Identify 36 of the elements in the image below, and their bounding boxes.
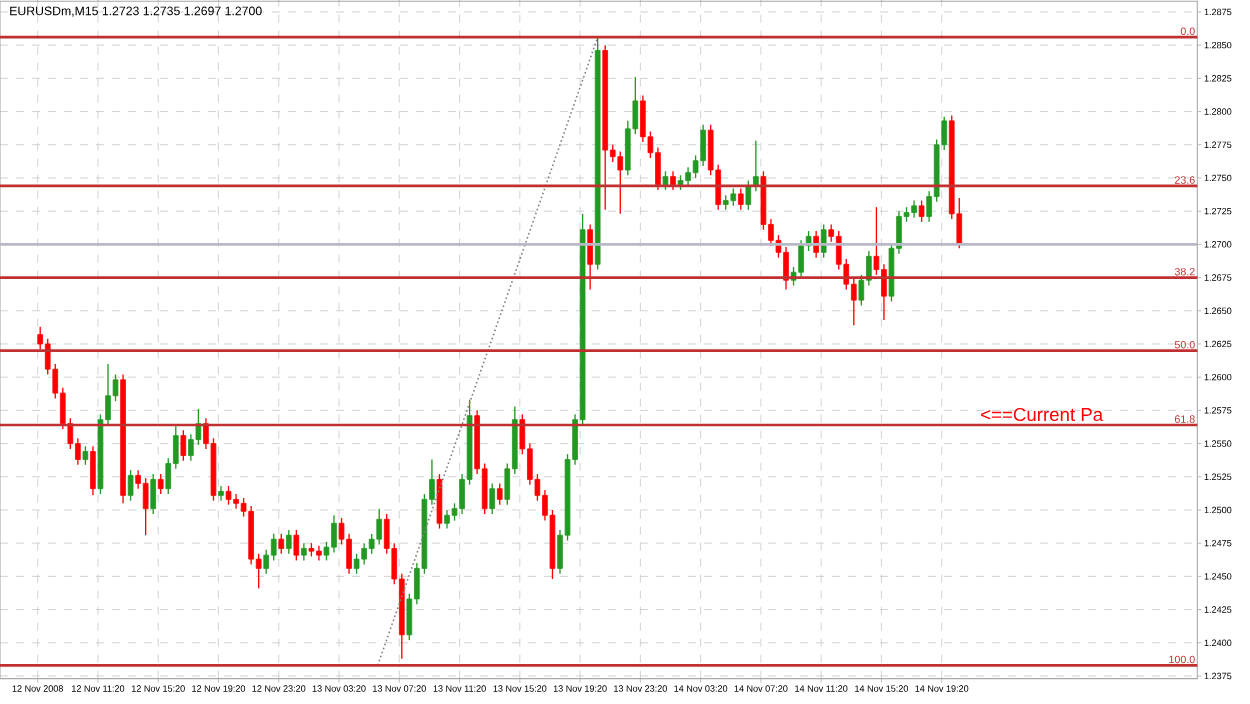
candlestick [278,533,285,555]
candlestick [331,514,337,554]
candlestick [587,223,593,291]
candlestick [745,179,752,211]
candlestick [753,140,759,192]
candlestick [225,485,232,506]
candlestick [150,473,156,515]
candlestick [82,445,89,466]
candlestick [142,477,149,536]
candlestick [127,469,134,502]
candlestick [685,166,691,187]
candlestick [738,187,744,211]
candlestick [218,485,224,502]
annotation: <==Current Pa [981,407,1104,422]
candlestick [881,263,887,321]
candlestick [293,529,300,562]
candlestick [783,246,789,291]
candlestick [798,239,804,279]
candlestick [361,542,367,566]
candlestick [285,529,292,555]
candlestick [489,482,496,515]
candlestick [444,509,450,530]
candlestick [248,505,254,566]
candlestick [617,150,624,215]
candlestick [670,170,676,191]
candlestick [700,124,706,167]
candlestick [90,445,96,497]
candlestick [436,473,443,530]
candlestick [496,482,503,506]
candlestick [180,429,187,462]
candlestick [662,170,669,191]
candlestick [376,507,383,546]
candlestick [918,199,925,223]
candlestick [157,473,164,495]
candlestick [233,493,239,510]
candlestick [270,533,277,562]
